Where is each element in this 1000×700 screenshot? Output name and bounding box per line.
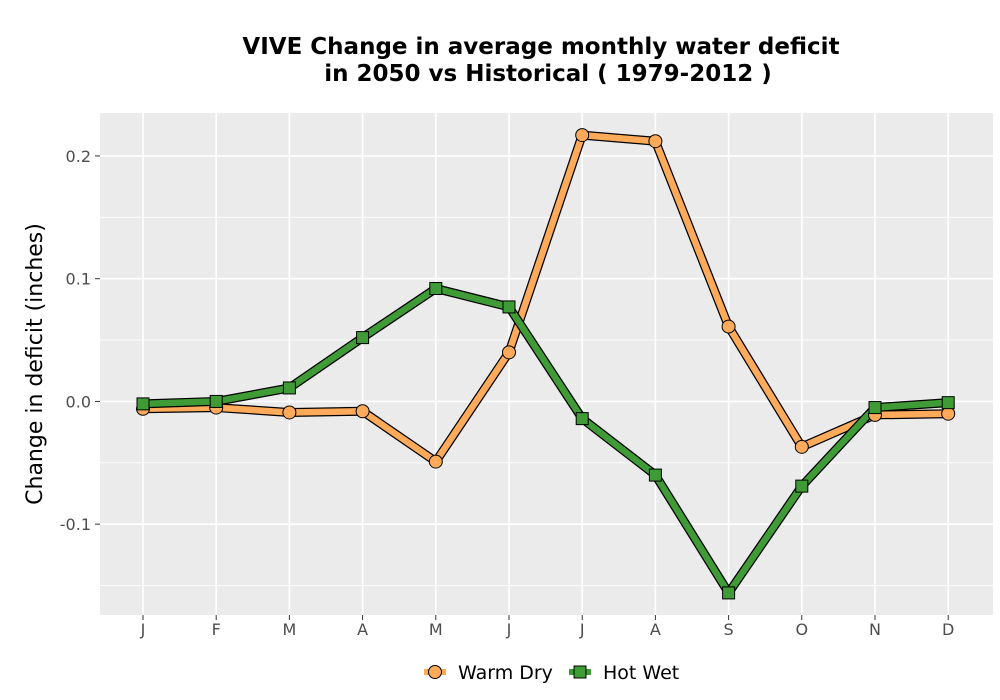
x-tick-label: D bbox=[942, 620, 954, 639]
data-point-hot-wet bbox=[136, 397, 150, 411]
data-point-hot-wet bbox=[795, 479, 809, 493]
legend-item-warm-dry: Warm Dry bbox=[424, 662, 553, 684]
series-line-warm-dry bbox=[139, 131, 952, 465]
legend: Warm Dry Hot Wet bbox=[424, 662, 679, 684]
data-point-hot-wet bbox=[722, 586, 736, 600]
x-tick-label: M bbox=[429, 620, 443, 639]
y-tick-label: 0.1 bbox=[66, 270, 91, 289]
x-tick-label: S bbox=[724, 620, 734, 639]
data-point-hot-wet bbox=[868, 401, 882, 415]
data-point-warm-dry bbox=[355, 404, 370, 419]
data-point-hot-wet bbox=[941, 396, 955, 410]
x-tick-label: A bbox=[650, 620, 661, 639]
data-point-warm-dry bbox=[648, 134, 663, 149]
legend-marker-warm-dry bbox=[428, 665, 442, 679]
y-tick-label: -0.1 bbox=[60, 515, 91, 534]
data-point-hot-wet bbox=[282, 381, 296, 395]
data-point-warm-dry bbox=[282, 405, 297, 420]
legend-marker-hot-wet bbox=[573, 665, 587, 679]
x-tick-label: M bbox=[282, 620, 296, 639]
data-point-warm-dry bbox=[575, 128, 590, 143]
y-tick-label: 0.0 bbox=[66, 392, 91, 411]
data-point-hot-wet bbox=[209, 394, 223, 408]
x-tick-label: J bbox=[579, 620, 585, 639]
data-point-warm-dry bbox=[721, 319, 736, 334]
y-axis: -0.1 0.0 0.1 0.2 bbox=[60, 147, 100, 534]
y-tick-label: 0.2 bbox=[66, 147, 91, 166]
data-point-warm-dry bbox=[428, 454, 443, 469]
data-point-hot-wet bbox=[429, 282, 443, 296]
data-point-hot-wet bbox=[575, 412, 589, 426]
legend-item-hot-wet: Hot Wet bbox=[569, 662, 679, 684]
x-tick-label: F bbox=[212, 620, 221, 639]
data-point-hot-wet bbox=[356, 331, 370, 345]
data-point-warm-dry bbox=[794, 439, 809, 454]
x-tick-label: O bbox=[796, 620, 809, 639]
y-axis-title: Change in deficit (inches) bbox=[23, 223, 48, 505]
x-tick-label: J bbox=[140, 620, 146, 639]
legend-label-warm-dry: Warm Dry bbox=[458, 662, 553, 684]
grid-lines bbox=[100, 113, 993, 615]
x-tick-label: A bbox=[357, 620, 368, 639]
data-point-warm-dry bbox=[502, 345, 516, 360]
data-point-hot-wet bbox=[502, 300, 516, 314]
series-line-hot-wet bbox=[139, 285, 952, 597]
x-tick-label: N bbox=[869, 620, 881, 639]
data-point-hot-wet bbox=[648, 468, 662, 482]
x-tick-label: J bbox=[506, 620, 512, 639]
chart-title-line-2: in 2050 vs Historical ( 1979-2012 ) bbox=[324, 61, 771, 87]
legend-label-hot-wet: Hot Wet bbox=[603, 662, 679, 684]
chart-title-line-1: VIVE Change in average monthly water def… bbox=[242, 34, 839, 60]
series-layer bbox=[136, 128, 956, 600]
